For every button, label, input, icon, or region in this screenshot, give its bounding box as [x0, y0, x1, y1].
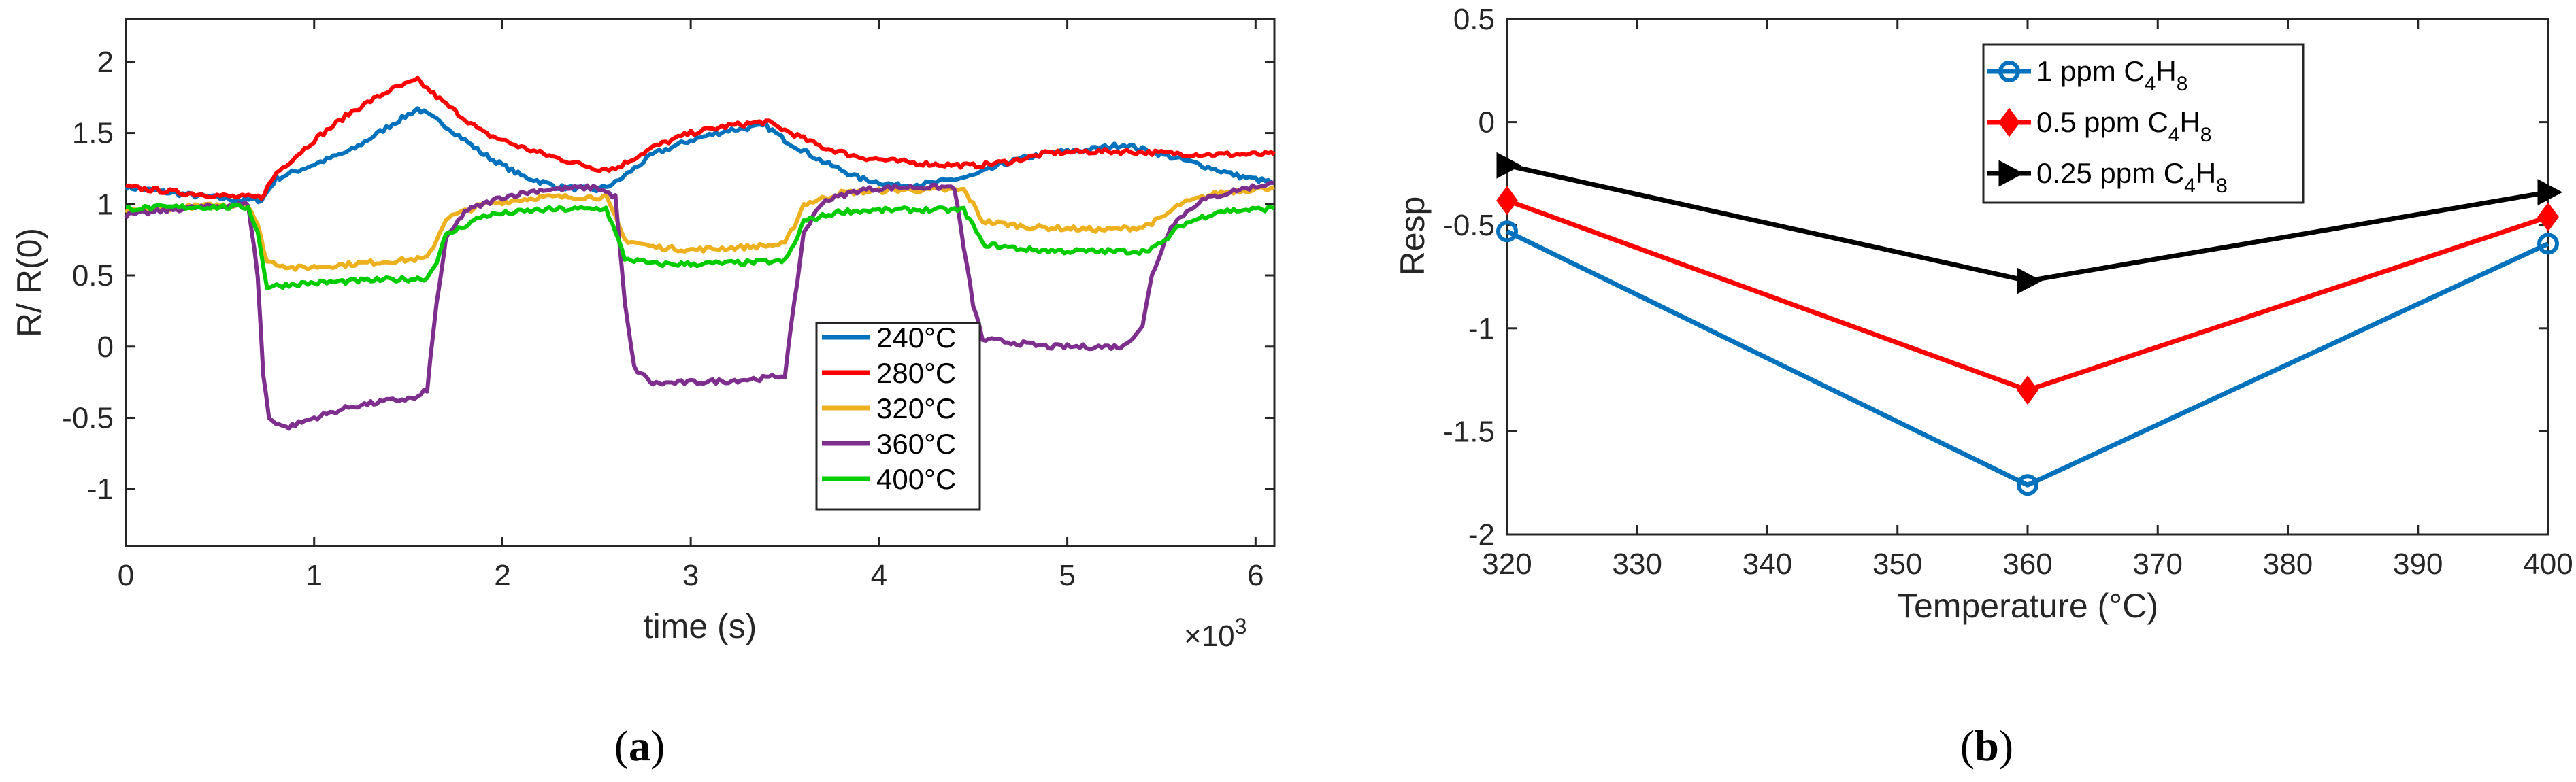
caption-b: (b) [1960, 721, 2013, 770]
x-tick-label: 390 [2393, 547, 2443, 581]
x-tick-label: 4 [871, 559, 887, 592]
x-multiplier-base: ×10 [1184, 619, 1235, 653]
panel-a-ticks: 0 1 2 3 4 5 6 -1 -0.5 0 0.5 1 1.5 2 [62, 19, 1274, 592]
x-tick-label: 6 [1247, 559, 1264, 592]
legend-subscript: 8 [2177, 73, 2188, 95]
legend-subscript: 4 [2168, 124, 2180, 146]
x-tick-label: 3 [682, 559, 699, 592]
x-tick-label: 0 [118, 559, 134, 592]
series-line-320c [124, 184, 1275, 272]
legend-label: 240°C [876, 322, 956, 354]
legend-label: 320°C [876, 392, 956, 424]
legend-subscript: 4 [2145, 73, 2156, 95]
data-point-marker [2537, 179, 2563, 206]
legend-element: H [2179, 106, 2200, 138]
y-tick-label: 1 [97, 188, 114, 221]
caption-b-letter: b [1975, 721, 1999, 770]
series-line-0 [1506, 229, 2549, 488]
y-tick-label: -0.5 [1443, 209, 1495, 242]
legend-label: 0.5 ppm C4H8 [2036, 106, 2211, 146]
data-point-marker [2017, 267, 2043, 294]
panel-a-x-label: time (s) [644, 607, 757, 645]
data-point-marker [1496, 186, 1518, 216]
panel-a-series [124, 75, 1276, 431]
x-tick-label: 1 [306, 559, 322, 592]
legend-swatch-marker [1998, 61, 2020, 82]
y-tick-label: 2 [97, 46, 114, 79]
x-tick-label: 360 [2002, 547, 2052, 581]
y-tick-label: 1.5 [72, 117, 114, 150]
legend-subscript: 4 [2184, 175, 2196, 197]
data-point-marker [2537, 233, 2559, 255]
legend-subscript: 8 [2200, 124, 2212, 146]
x-tick-label: 340 [1743, 547, 1792, 581]
data-point-marker [1496, 220, 1518, 243]
panel-b-chart: 320 330 340 350 360 370 380 390 400 -2 -1.5 -1 -0.5 0… [1393, 3, 2573, 625]
panel-b-y-label: Resp [1393, 197, 1432, 276]
y-tick-label: 0.5 [72, 259, 114, 292]
data-point-marker [2017, 375, 2038, 405]
legend-label: 360°C [876, 428, 956, 460]
legend-label: 400°C [876, 463, 956, 495]
x-tick-label: 350 [1872, 547, 1922, 581]
x-tick-label: 370 [2133, 547, 2183, 581]
legend-label: 1 ppm C4H8 [2036, 55, 2187, 95]
legend-element: H [2196, 157, 2216, 189]
y-tick-label: -0.5 [62, 401, 114, 435]
x-tick-label: 380 [2263, 547, 2313, 581]
series-line-400c [125, 203, 1276, 290]
panel-a-chart: 0 1 2 3 4 5 6-1-0.500.511.52 time (s) R/ R(0) … [10, 18, 1276, 653]
x-tick-label: 5 [1059, 559, 1075, 592]
panel-b-series [1496, 152, 2563, 496]
panel-b-x-label: Temperature (°C) [1897, 587, 2158, 625]
legend-prefix: 0.5 ppm C [2036, 106, 2168, 138]
caption-a: (a) [614, 721, 665, 770]
panel-a-y-label: R/ R(0) [10, 228, 48, 337]
legend-swatch-marker [1998, 160, 2024, 187]
data-point-marker [2537, 202, 2559, 232]
panel-a-axes-box [125, 18, 1276, 547]
y-tick-label: 0 [97, 330, 114, 364]
panel-a-x-multiplier: ×103 [1184, 614, 1246, 653]
legend-swatch-marker [1998, 107, 2020, 137]
x-tick-label: 320 [1482, 547, 1532, 581]
x-tick-label: 400 [2523, 547, 2573, 581]
legend-label: 0.25 ppm C4H8 [2036, 157, 2228, 197]
series-line-280c [125, 75, 1276, 201]
y-tick-label: -1 [87, 473, 114, 506]
legend-subscript: 8 [2216, 175, 2228, 197]
legend-label: 280°C [876, 357, 956, 389]
y-tick-label: 0 [1479, 106, 1495, 139]
legend-prefix: 0.25 ppm C [2036, 157, 2184, 189]
data-point-marker [2017, 474, 2038, 496]
data-point-marker [1496, 152, 1522, 179]
y-tick-label: 0.5 [1453, 3, 1495, 36]
caption-a-letter: a [629, 721, 650, 770]
x-tick-label: 330 [1613, 547, 1662, 581]
y-tick-label: -2 [1468, 518, 1495, 551]
x-tick-label: 2 [494, 559, 510, 592]
panel-b-ticks: 320 330 340 350 360 370 380 390 400 -2 -1.5 -1 -0.5 0… [1443, 3, 2573, 581]
series-line-360c [124, 180, 1275, 431]
y-tick-label: -1 [1468, 312, 1495, 345]
legend-prefix: 1 ppm C [2036, 55, 2145, 87]
legend-box [1982, 43, 2305, 204]
x-multiplier-exponent: 3 [1235, 614, 1247, 639]
y-tick-label: -1.5 [1443, 415, 1495, 448]
legend-element: H [2156, 55, 2176, 87]
